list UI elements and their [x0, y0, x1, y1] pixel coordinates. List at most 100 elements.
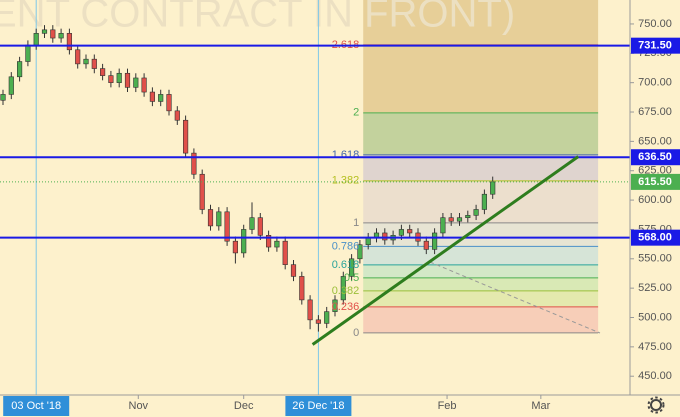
candle-body	[41, 29, 48, 34]
y-tick-label: 625.00	[638, 165, 672, 177]
price-line-label: 636.50	[638, 151, 672, 163]
y-tick-label: 550.00	[638, 253, 672, 265]
candle-body	[50, 29, 56, 39]
x-tick-highlight	[285, 396, 352, 416]
fib-band	[363, 306, 599, 333]
candle-body	[232, 240, 238, 254]
fib-band	[363, 154, 599, 181]
candle-body	[75, 49, 81, 65]
trend-line	[311, 155, 580, 346]
candle-body	[456, 217, 463, 222]
candle-body	[116, 72, 122, 83]
candle-body	[290, 264, 297, 277]
y-tick-label: 700.00	[638, 77, 672, 89]
fib-level-label: 0	[353, 327, 359, 339]
candle-body	[357, 244, 363, 260]
candle-body	[432, 232, 438, 250]
fib-level-label: 0.236	[332, 301, 360, 313]
last-price-box	[631, 173, 680, 190]
fib-band	[363, 222, 599, 247]
y-tick-label: 675.00	[638, 106, 672, 118]
x-tick-label: 26 Dec '18	[292, 400, 344, 412]
y-tick-label: 500.00	[638, 311, 672, 323]
fib-group	[363, 0, 599, 334]
fib-band	[363, 290, 599, 307]
fib-level-label: 2	[353, 107, 359, 119]
projection-line	[429, 261, 601, 334]
price-axis	[630, 0, 680, 417]
y-tick-label: 475.00	[638, 341, 672, 353]
fib-level-label: 1.382	[332, 175, 360, 187]
overlay-group: 00.2360.3820.50.6180.78611.3821.61822.61…	[0, 39, 630, 346]
candle-body	[33, 33, 39, 46]
candle-body	[315, 319, 321, 324]
y-tick-label: 450.00	[638, 370, 672, 382]
fib-band	[363, 0, 599, 45]
candle-body	[0, 94, 6, 101]
fib-band	[363, 180, 599, 223]
fib-level-label: 1.618	[332, 149, 360, 161]
candle-body	[191, 152, 197, 175]
settings-icon[interactable]	[647, 396, 665, 414]
settings-gear[interactable]	[650, 399, 662, 411]
candle-body	[141, 77, 147, 93]
candle-body	[158, 94, 164, 102]
candle-body	[174, 110, 180, 121]
y-tick-label: 750.00	[638, 18, 672, 30]
fib-band	[363, 112, 599, 155]
price-line-box	[631, 229, 680, 246]
candle-body	[465, 215, 471, 218]
fib-band	[363, 264, 599, 278]
candle-body	[149, 91, 155, 102]
fib-level-label: 0.382	[332, 285, 360, 297]
candle-body	[25, 44, 31, 62]
fib-band	[363, 277, 599, 291]
candle-body	[440, 217, 446, 234]
candle-body	[100, 68, 106, 76]
candle-body	[382, 232, 388, 241]
candle-body	[423, 240, 429, 250]
x-tick-highlight	[3, 396, 70, 416]
fib-level-label: 0.618	[332, 259, 360, 271]
candle-body	[183, 119, 189, 154]
price-line-box	[631, 149, 680, 166]
candle-body	[83, 58, 89, 65]
candle-body	[299, 276, 305, 301]
candle-body	[224, 211, 230, 242]
candle-body	[66, 33, 72, 51]
candle-body	[199, 173, 205, 210]
candle-body	[17, 61, 23, 78]
fib-level-label: 0.786	[332, 240, 360, 252]
y-tick-label: 525.00	[638, 282, 672, 294]
candle-body	[340, 276, 346, 301]
candle-body	[8, 76, 14, 95]
candle-body	[249, 217, 255, 230]
candle-body	[349, 258, 355, 277]
x-tick-label: Dec	[234, 400, 254, 412]
candle-body	[58, 33, 64, 39]
y-tick-label: 600.00	[638, 194, 672, 206]
candle-body	[481, 193, 487, 210]
candle-body	[166, 94, 172, 112]
candle-body	[207, 209, 214, 227]
candle-body	[282, 240, 288, 265]
candle-body	[91, 58, 97, 69]
fib-level-label: 0.5	[344, 272, 359, 284]
candle-body	[332, 299, 338, 312]
candle-body	[473, 209, 479, 216]
x-tick-label: Feb	[438, 400, 457, 412]
price-line-label: 731.50	[638, 40, 672, 52]
candle-body	[490, 181, 496, 195]
candle-body	[307, 299, 313, 321]
candle-body	[216, 211, 222, 227]
candle-body	[324, 311, 330, 324]
fib-band	[363, 44, 599, 113]
price-line-box	[631, 37, 680, 54]
candle-body	[266, 235, 272, 248]
settings-teeth[interactable]	[647, 396, 665, 414]
candle-body	[133, 77, 139, 88]
candle-body	[257, 217, 263, 236]
candle-body	[448, 217, 454, 222]
